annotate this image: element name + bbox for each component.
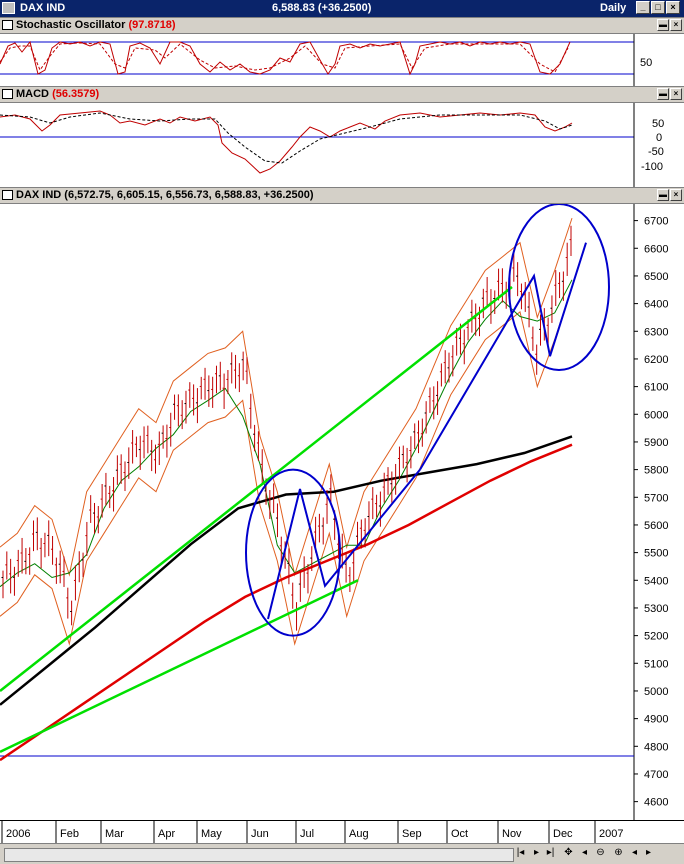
y-tick-label: 6300 <box>644 326 668 338</box>
y-tick-label: 6000 <box>644 409 668 421</box>
period-label[interactable]: Daily <box>600 2 627 14</box>
y-tick-label: 5800 <box>644 465 668 477</box>
y-tick-label: 4600 <box>644 797 668 809</box>
y-tick-label: 6600 <box>644 243 668 255</box>
stochastic-value: (97.8718) <box>128 19 176 31</box>
x-tick-label: Dec <box>553 828 573 840</box>
pattern-top-lines <box>419 242 587 471</box>
x-tick-label: Aug <box>349 828 369 840</box>
y-tick-label: 6200 <box>644 354 668 366</box>
y-tick-label: 5500 <box>644 548 668 560</box>
y-tick-label: 5100 <box>644 658 668 670</box>
y-tick-label: 5400 <box>644 575 668 587</box>
price-pane: DAX IND (6,572.75, 6,605.15, 6,556.73, 6… <box>0 187 684 821</box>
y-tick-label: 6100 <box>644 382 668 394</box>
scroll-left-icon[interactable]: ▸ <box>533 847 540 858</box>
x-tick-label: 2006 <box>6 828 30 840</box>
y-tick-label: 4700 <box>644 769 668 781</box>
price-header: DAX IND (6,572.75, 6,605.15, 6,556.73, 6… <box>0 188 684 204</box>
pattern-ellipse-left <box>245 468 341 637</box>
pan-right-icon[interactable]: ▸ <box>645 847 652 858</box>
y-tick-label: 5000 <box>644 686 668 698</box>
price-name: DAX IND <box>16 189 62 201</box>
macd-pane: MACD (56.3579) ▬ × 50 0 -50 -100 <box>0 86 684 187</box>
moving-average-green <box>0 279 573 588</box>
indicator-icon <box>2 190 13 200</box>
x-tick-label: Apr <box>158 828 175 840</box>
stochastic-axis-label: 50 <box>640 57 652 69</box>
macd-plot: 50 0 -50 -100 <box>0 103 664 187</box>
y-tick-label: 6400 <box>644 299 668 311</box>
macd-header: MACD (56.3579) ▬ × <box>0 87 684 103</box>
x-tick-label: Feb <box>60 828 79 840</box>
pane-close-icon[interactable]: × <box>670 19 682 31</box>
scroll-end-icon[interactable]: ▸| <box>546 847 555 858</box>
stochastic-name: Stochastic Oscillator <box>16 19 126 31</box>
close-icon[interactable]: × <box>666 1 680 14</box>
zoom-in-icon[interactable]: ⊕ <box>614 847 623 858</box>
y-tick-label: 4800 <box>644 741 668 753</box>
indicator-icon <box>2 89 13 99</box>
x-tick-label: Jul <box>300 828 314 840</box>
stochastic-pane: Stochastic Oscillator (97.8718) ▬ × 50 <box>0 17 684 86</box>
pane-close-icon[interactable]: × <box>670 88 682 100</box>
y-tick-label: 6500 <box>644 271 668 283</box>
x-axis-labels: 2006 Feb Mar Apr May Jun Jul Aug Sep Oct Nov Dec 200… <box>1 821 623 844</box>
bollinger-lower <box>0 287 573 646</box>
maximize-icon[interactable]: □ <box>651 1 665 14</box>
macd-axis-0: 0 <box>656 132 662 144</box>
app-icon <box>2 2 15 14</box>
moving-average-black <box>0 435 573 706</box>
y-tick-label: 5700 <box>644 492 668 504</box>
price-value: (6,572.75, 6,605.15, 6,556.73, 6,588.83,… <box>64 189 314 201</box>
y-tick-label: 5300 <box>644 603 668 615</box>
macd-value: (56.3579) <box>52 88 100 100</box>
y-tick-label: 5900 <box>644 437 668 449</box>
pane-minimize-icon[interactable]: ▬ <box>657 88 669 100</box>
x-tick-label: May <box>201 828 222 840</box>
scroll-start-icon[interactable]: |◂ <box>516 847 525 858</box>
y-tick-label: 4900 <box>644 714 668 726</box>
pane-close-icon[interactable]: × <box>670 189 682 201</box>
macd-name: MACD <box>16 88 49 100</box>
bollinger-upper <box>0 217 573 577</box>
scroll-track[interactable] <box>4 848 514 862</box>
pane-minimize-icon[interactable]: ▬ <box>657 189 669 201</box>
y-tick-label: 5600 <box>644 520 668 532</box>
x-tick-label: Sep <box>402 828 422 840</box>
scrollbar[interactable]: |◂ ▸ ▸| ✥ ◂ ⊖ ⊕ ◂ ▸ <box>0 843 684 864</box>
scroll-right-icon[interactable]: ◂ <box>581 847 588 858</box>
trendline-upper <box>0 286 513 692</box>
x-tick-label: Jun <box>251 828 269 840</box>
stochastic-header: Stochastic Oscillator (97.8718) ▬ × <box>0 18 684 34</box>
minimize-icon[interactable]: _ <box>636 1 650 14</box>
x-tick-label: 2007 <box>599 828 623 840</box>
trendline-lower <box>0 579 359 753</box>
x-tick-label: Mar <box>105 828 124 840</box>
y-tick-label: 5200 <box>644 631 668 643</box>
macd-axis-50: 50 <box>652 118 664 130</box>
x-axis: 2006 Feb Mar Apr May Jun Jul Aug Sep Oct Nov Dec 200… <box>0 820 684 844</box>
zoom-icon[interactable]: ⊖ <box>596 847 605 858</box>
macd-axis-neg50: -50 <box>648 146 664 158</box>
window-quote: 6,588.83 (+36.2500) <box>272 2 372 14</box>
x-tick-label: Oct <box>451 828 468 840</box>
price-plot: 4600 4700 4800 4900 5000 5100 5200 5300 5400 5500… <box>0 204 668 821</box>
moving-average-red <box>0 443 573 762</box>
macd-axis-neg100: -100 <box>641 161 663 173</box>
window-titlebar: DAX IND 6,588.83 (+36.2500) Daily _ □ × <box>0 0 684 17</box>
pane-minimize-icon[interactable]: ▬ <box>657 19 669 31</box>
y-tick-label: 6700 <box>644 216 668 228</box>
indicator-icon <box>2 20 13 30</box>
pan-left-icon[interactable]: ◂ <box>631 847 638 858</box>
window-title: DAX IND <box>20 2 66 14</box>
crosshair-icon[interactable]: ✥ <box>564 847 573 858</box>
x-tick-label: Nov <box>502 828 522 840</box>
pattern-ellipse-right <box>508 204 610 371</box>
stochastic-plot: 50 <box>0 34 652 86</box>
pattern-w-lines <box>267 468 421 620</box>
